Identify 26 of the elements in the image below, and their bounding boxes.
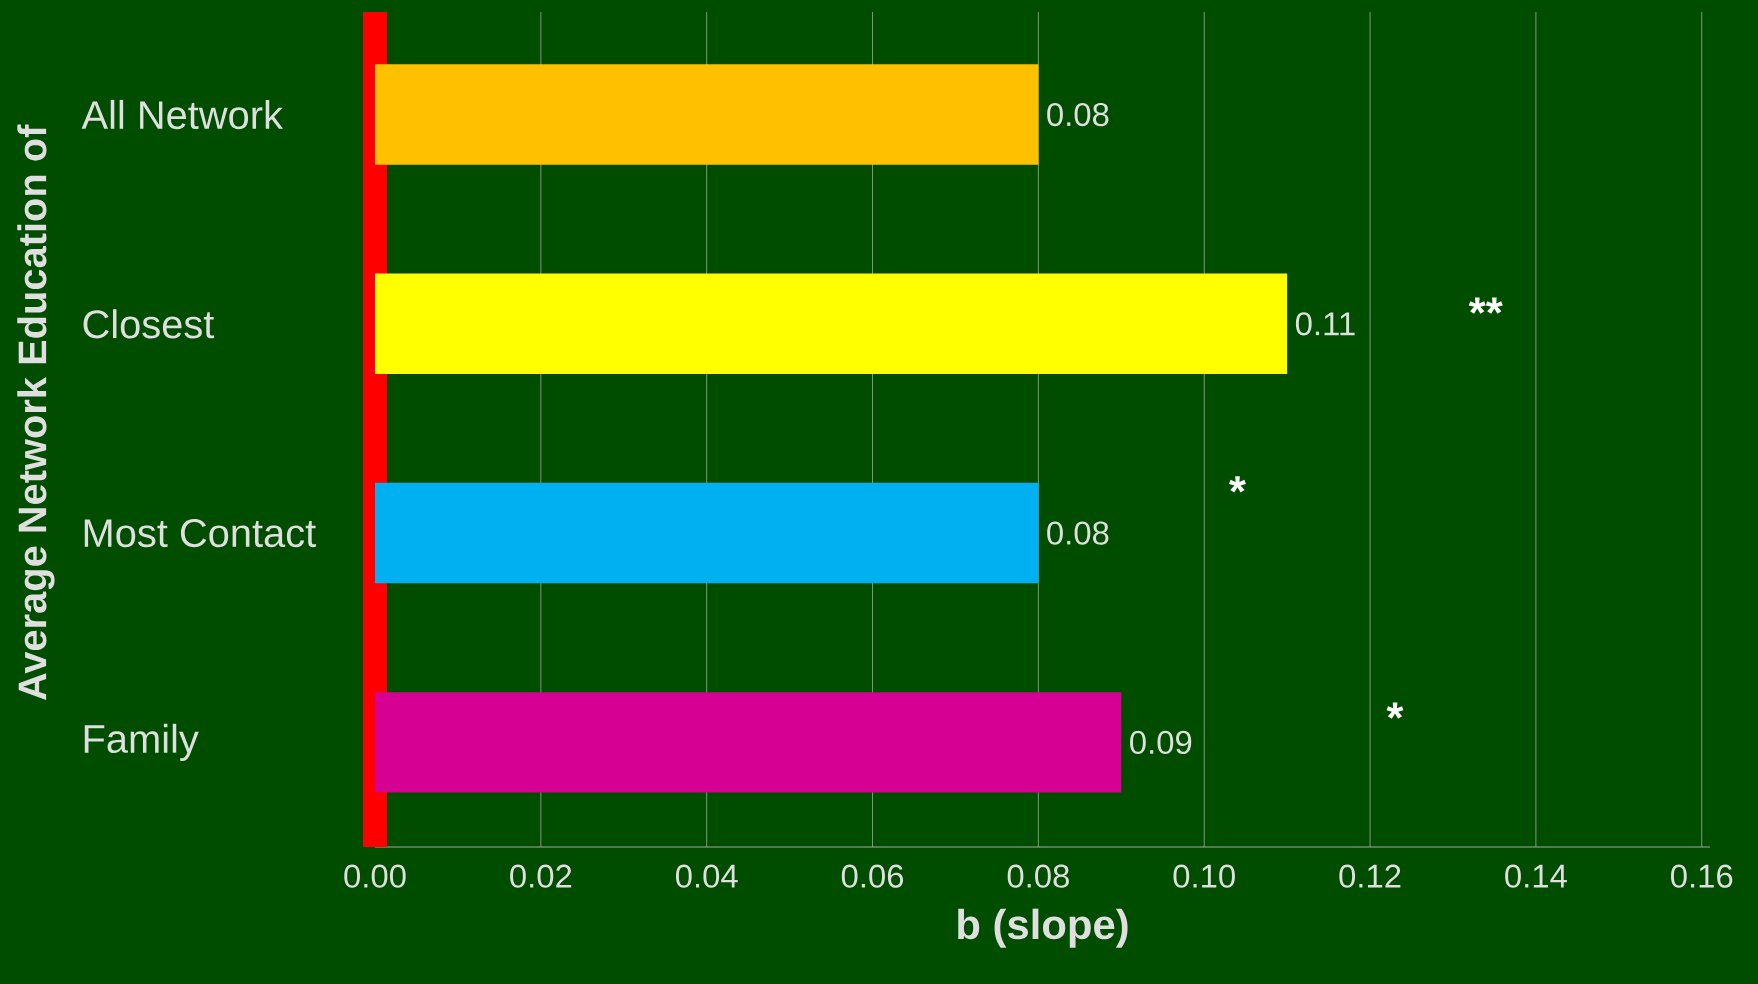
x-tick-label: 0.14	[1505, 864, 1567, 888]
x-tick-label: 0.00	[344, 864, 406, 888]
y-tick-label: All Network	[81, 99, 284, 130]
x-tick-label: 0.04	[675, 864, 738, 888]
x-tick-label: 0.16	[1671, 864, 1733, 888]
y-tick-label: Most Contact	[84, 518, 316, 548]
x-tick-label: 0.02	[510, 864, 572, 888]
bar	[375, 692, 1122, 793]
data-label: 0.11	[1295, 312, 1355, 336]
annotation: **	[1468, 297, 1503, 314]
bar	[375, 64, 1039, 165]
data-label: 0.08	[1047, 521, 1109, 545]
bar	[375, 482, 1039, 584]
y-tick-label: Family	[84, 723, 199, 761]
x-axis-title: b (slope)	[958, 908, 1128, 948]
bar	[375, 273, 1288, 375]
x-tick-label: 0.12	[1339, 864, 1401, 888]
annotation: *	[1229, 476, 1246, 493]
y-axis-title: Average Network Education of	[17, 124, 55, 701]
x-tick-label: 0.08	[1007, 864, 1069, 888]
data-label: 0.09	[1130, 730, 1192, 755]
y-tick-label: Closest	[83, 309, 215, 339]
x-tick-label: 0.06	[841, 864, 904, 888]
data-label: 0.08	[1047, 102, 1109, 127]
x-tick-label: 0.10	[1173, 864, 1235, 888]
annotation: *	[1386, 702, 1404, 719]
